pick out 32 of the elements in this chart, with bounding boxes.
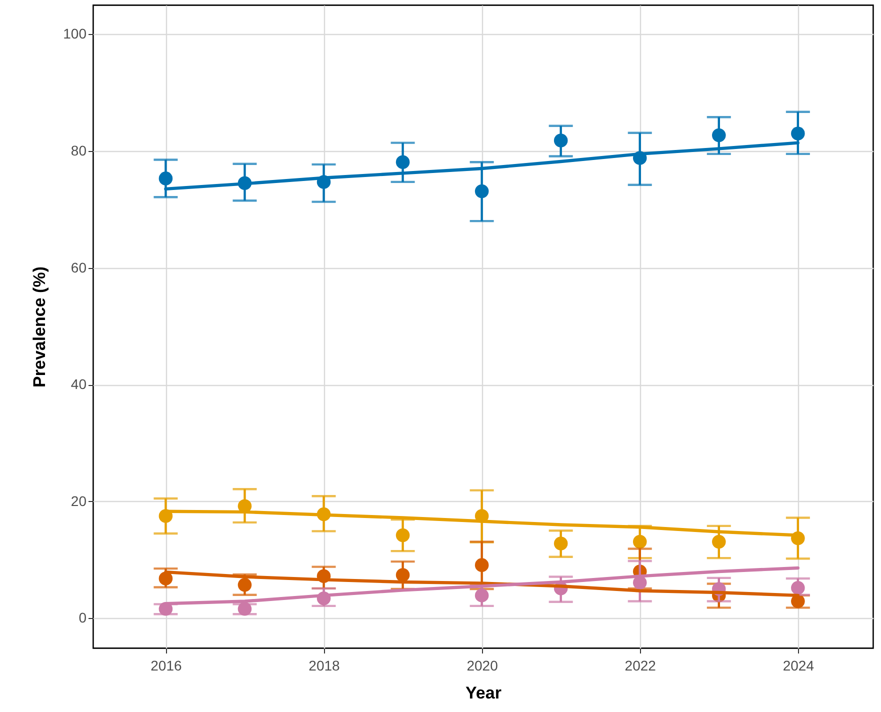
x-tick-label: 2020: [466, 658, 498, 674]
point: [474, 558, 489, 572]
point: [396, 568, 410, 582]
point: [791, 594, 805, 608]
y-tick-label: 20: [70, 492, 87, 509]
y-axis-title: Prevalence (%): [30, 266, 50, 388]
point: [712, 534, 726, 549]
point: [474, 588, 489, 602]
y-tick-label: 100: [63, 26, 87, 42]
point: [554, 134, 568, 148]
x-tick-label: 2018: [308, 658, 340, 674]
y-tick-label: 0: [78, 610, 87, 626]
point: [712, 128, 726, 142]
point: [396, 155, 410, 169]
point: [554, 536, 568, 550]
x-tick-label: 2024: [782, 658, 814, 674]
y-tick-label: 60: [70, 259, 87, 276]
point: [158, 172, 173, 186]
point: [238, 578, 252, 592]
point: [791, 126, 805, 140]
y-tick-label: 40: [70, 376, 87, 392]
x-tick-label: 2016: [150, 658, 182, 674]
point: [474, 184, 489, 198]
point: [632, 534, 647, 549]
point: [158, 572, 173, 586]
point: [396, 528, 410, 542]
point: [158, 602, 173, 616]
y-tick-label: 80: [70, 142, 87, 159]
point: [238, 602, 252, 616]
x-tick-label: 2022: [624, 658, 656, 674]
point: [791, 580, 805, 595]
x-axis-title: Year: [466, 684, 502, 702]
